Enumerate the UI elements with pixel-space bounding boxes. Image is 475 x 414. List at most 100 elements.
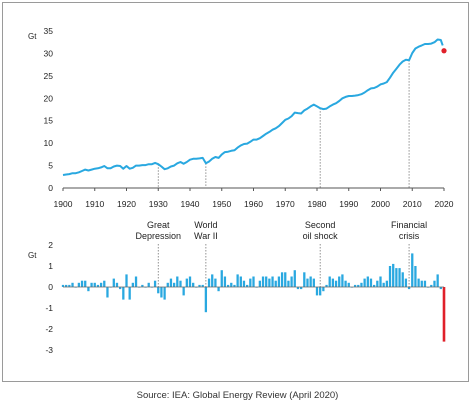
change-bar <box>392 264 394 287</box>
change-bar <box>81 281 83 287</box>
bottom-ytick-label: 0 <box>48 282 53 292</box>
top-xtick-label: 1960 <box>244 199 263 209</box>
change-bar <box>316 287 318 295</box>
change-bar <box>348 283 350 287</box>
change-bar <box>411 253 413 287</box>
change-bar <box>135 277 137 288</box>
change-bar <box>132 283 134 287</box>
change-bar <box>398 268 400 287</box>
change-bar <box>157 287 159 293</box>
change-bar <box>360 283 362 287</box>
change-bar <box>370 279 372 287</box>
change-bar <box>386 281 388 287</box>
change-bar <box>189 277 191 288</box>
change-bar <box>173 283 175 287</box>
bottom-ytick-label: -2 <box>45 324 53 334</box>
emissions-line <box>63 40 443 176</box>
change-bar <box>217 287 219 291</box>
change-bar <box>376 281 378 287</box>
change-bar <box>71 283 73 287</box>
change-bar <box>214 279 216 287</box>
top-ytick-label: 10 <box>44 138 54 148</box>
change-bar <box>303 272 305 287</box>
change-bar <box>221 270 223 287</box>
change-bar <box>243 281 245 287</box>
change-bar <box>414 266 416 287</box>
change-bar <box>78 283 80 287</box>
change-bar <box>294 270 296 287</box>
change-bar <box>271 277 273 288</box>
change-bar <box>367 277 369 288</box>
change-bar <box>205 287 207 312</box>
source-caption: Source: IEA: Global Energy Review (April… <box>0 390 475 401</box>
change-bar <box>230 283 232 287</box>
top-xtick-label: 1990 <box>339 199 358 209</box>
change-bar <box>87 287 89 291</box>
change-bar <box>319 287 321 295</box>
change-bar <box>224 277 226 288</box>
top-xtick-label: 1940 <box>181 199 200 209</box>
change-bar <box>268 279 270 287</box>
top-ytick-label: 0 <box>48 183 53 193</box>
change-bar <box>167 283 169 287</box>
change-bar <box>281 272 283 287</box>
change-bar <box>363 279 365 287</box>
change-bar <box>240 277 242 288</box>
top-xtick-label: 1980 <box>308 199 327 209</box>
event-label: World <box>194 220 217 230</box>
change-bar <box>335 281 337 287</box>
emissions-2020-point <box>441 48 446 53</box>
change-bar <box>424 281 426 287</box>
change-bar <box>433 281 435 287</box>
change-bar <box>284 272 286 287</box>
change-bar <box>383 283 385 287</box>
top-ytick-label: 5 <box>48 161 53 171</box>
top-ytick-label: 35 <box>44 26 54 36</box>
change-bar <box>332 279 334 287</box>
change-bar <box>125 274 127 287</box>
change-bar <box>183 287 185 295</box>
change-bar <box>437 274 439 287</box>
change-bar <box>211 274 213 287</box>
change-bar <box>186 279 188 287</box>
change-bar <box>341 274 343 287</box>
top-xtick-label: 2000 <box>371 199 390 209</box>
change-bar <box>90 283 92 287</box>
change-bar <box>236 274 238 287</box>
change-bar <box>389 266 391 287</box>
top-xtick-label: 2010 <box>403 199 422 209</box>
top-ytick-label: 30 <box>44 48 54 58</box>
event-label: oil shock <box>303 231 339 241</box>
change-bar <box>179 281 181 287</box>
change-bar <box>278 277 280 288</box>
change-bar <box>322 287 324 291</box>
event-label: Great <box>147 220 170 230</box>
change-bar <box>116 283 118 287</box>
change-bar <box>94 283 96 287</box>
top-ylabel: Gt <box>28 32 37 41</box>
change-bar-2020 <box>443 287 446 342</box>
change-bar <box>405 279 407 287</box>
change-bar <box>192 283 194 287</box>
bottom-ytick-label: -1 <box>45 303 53 313</box>
event-label: Second <box>305 220 336 230</box>
change-bar <box>259 281 261 287</box>
change-bar <box>154 281 156 287</box>
change-bar <box>290 277 292 288</box>
change-bar <box>176 277 178 288</box>
bottom-ytick-label: -3 <box>45 345 53 355</box>
top-xtick-label: 1910 <box>85 199 104 209</box>
change-bar <box>148 283 150 287</box>
change-bar <box>208 279 210 287</box>
event-label: War II <box>194 231 218 241</box>
change-bar <box>129 287 131 300</box>
top-xtick-label: 2020 <box>435 199 454 209</box>
bottom-ytick-label: 1 <box>48 261 53 271</box>
change-bar <box>313 279 315 287</box>
change-bar <box>275 281 277 287</box>
change-bar <box>338 277 340 288</box>
top-ytick-label: 25 <box>44 71 54 81</box>
top-xtick-label: 1970 <box>276 199 295 209</box>
change-bar <box>84 281 86 287</box>
